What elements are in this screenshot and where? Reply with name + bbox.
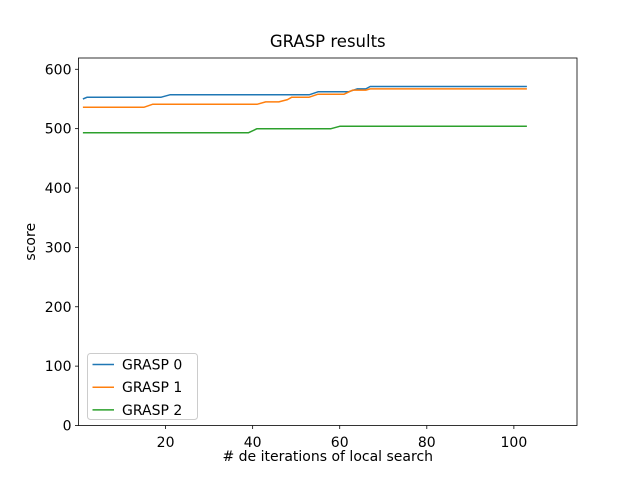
series-line-grasp-1 xyxy=(82,88,527,109)
x-tick-label: 20 xyxy=(157,435,175,451)
series-line-grasp-2 xyxy=(82,125,527,134)
y-tick-label: 400 xyxy=(45,181,72,197)
legend: GRASP 0 GRASP 1 GRASP 2 xyxy=(87,353,198,420)
y-axis-label: score xyxy=(23,223,39,261)
series-line-grasp-0 xyxy=(82,85,527,100)
y-tick-label: 600 xyxy=(45,62,72,78)
series-group xyxy=(82,85,527,134)
chart-title: GRASP results xyxy=(270,32,386,51)
legend-box xyxy=(87,353,198,420)
legend-entry-label-1: GRASP 1 xyxy=(122,380,182,396)
y-tick-label: 200 xyxy=(45,300,72,316)
x-tick-label: 40 xyxy=(244,435,262,451)
y-tick-label: 500 xyxy=(45,122,72,138)
legend-entry-label-2: GRASP 2 xyxy=(122,403,182,419)
legend-entry-label-0: GRASP 0 xyxy=(122,358,182,374)
x-tick-label: 80 xyxy=(418,435,436,451)
x-axis-label: # de iterations of local search xyxy=(222,449,433,465)
axes-spines xyxy=(78,57,578,426)
y-tick-label: 300 xyxy=(45,240,72,256)
x-axis: 20 40 60 80 100 xyxy=(157,425,528,451)
y-axis: 0 100 200 300 400 500 600 xyxy=(45,62,79,435)
y-tick-label: 0 xyxy=(63,419,72,435)
y-tick-label: 100 xyxy=(45,359,72,375)
x-tick-label: 60 xyxy=(331,435,349,451)
x-tick-label: 100 xyxy=(501,435,528,451)
